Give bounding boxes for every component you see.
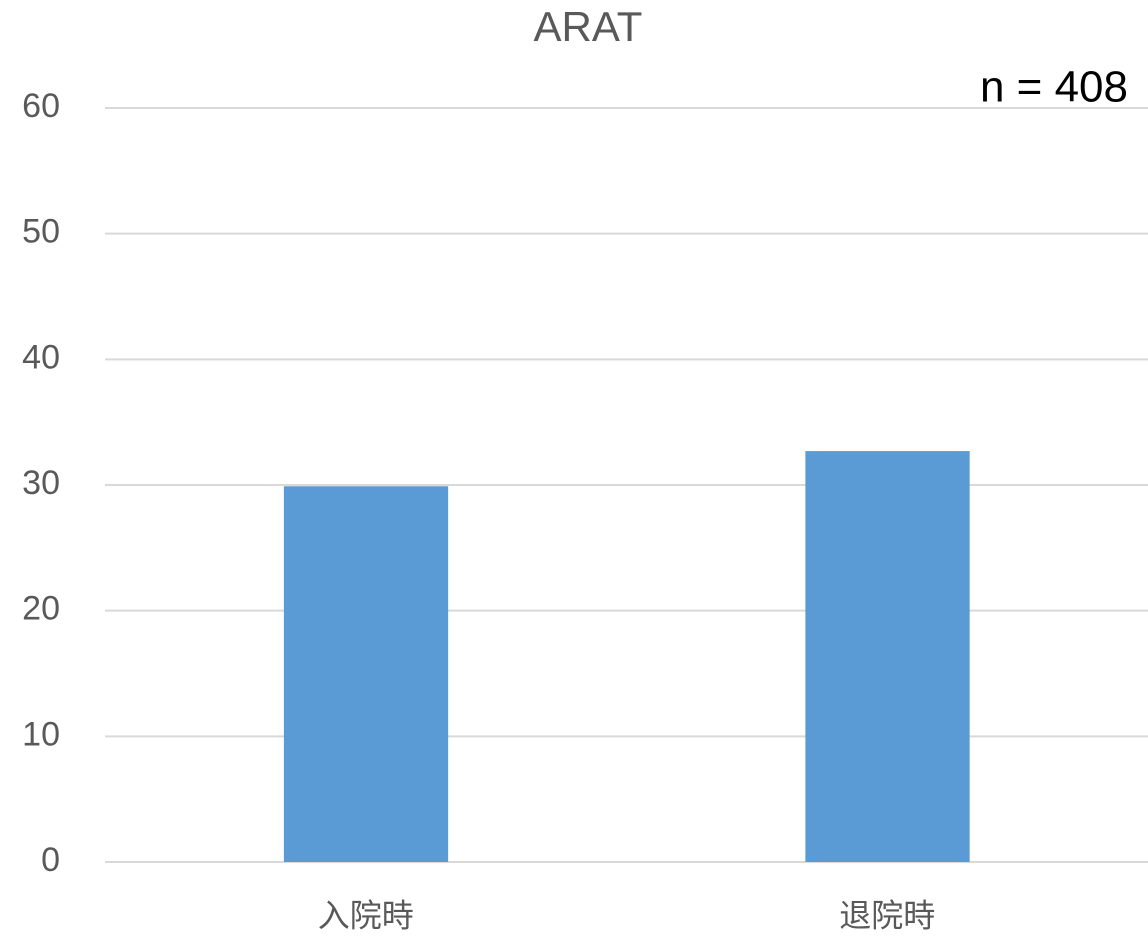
y-tick-label: 0 [41,841,60,879]
y-tick-label: 10 [22,715,60,753]
chart-title: ARAT [534,3,643,50]
bar [805,451,970,862]
bar [283,486,449,862]
annotation: n = 408 [980,63,1128,112]
y-tick-label: 60 [22,87,60,125]
y-tick-label: 50 [22,213,60,251]
x-tick-label: 入院時 [318,897,414,933]
y-tick-label: 30 [22,464,60,502]
x-tick-label: 退院時 [839,897,935,933]
y-tick-label: 40 [22,338,60,376]
y-tick-label: 20 [22,590,60,628]
